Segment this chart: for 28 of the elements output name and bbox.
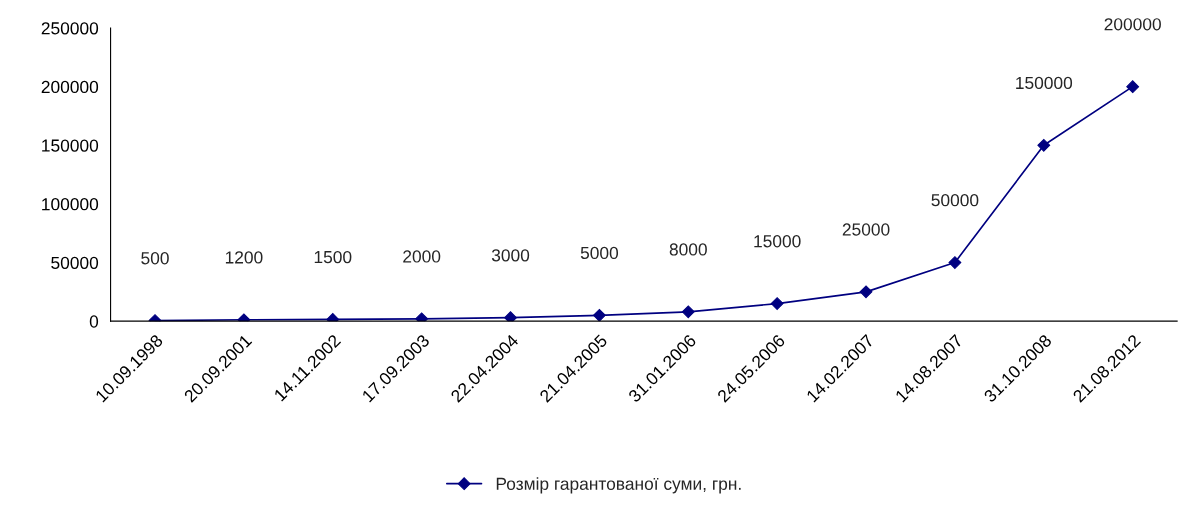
data-label: 2000 bbox=[403, 250, 441, 263]
point bbox=[415, 312, 429, 322]
point bbox=[592, 308, 606, 322]
data-label: 5000 bbox=[580, 246, 619, 260]
data-label: 200000 bbox=[1104, 18, 1161, 31]
data-label: 25000 bbox=[842, 223, 890, 236]
point bbox=[948, 256, 962, 269]
data-label: 15000 bbox=[754, 235, 801, 248]
point bbox=[770, 297, 784, 310]
y-tick-label: 50000 bbox=[51, 256, 99, 269]
data-label: 50000 bbox=[931, 194, 979, 207]
data-label: 1200 bbox=[225, 251, 263, 264]
y-tick-label: 150000 bbox=[42, 139, 99, 152]
point bbox=[1037, 138, 1051, 152]
legend-label: Розмір гарантованої суми, грн. bbox=[496, 477, 741, 494]
y-tick-label: 200000 bbox=[41, 80, 99, 94]
y-tick-label: 250000 bbox=[41, 22, 99, 35]
point bbox=[1126, 80, 1140, 94]
data-label: 8000 bbox=[669, 243, 707, 256]
data-label: 150000 bbox=[1016, 76, 1073, 90]
point bbox=[681, 305, 695, 319]
y-tick-label: 0 bbox=[89, 315, 99, 328]
y-tick-label: 100000 bbox=[42, 198, 99, 211]
data-label: 500 bbox=[141, 252, 169, 265]
point bbox=[504, 311, 517, 322]
data-label: 3000 bbox=[491, 249, 530, 262]
data-label: 1500 bbox=[314, 250, 352, 264]
point bbox=[859, 285, 873, 299]
